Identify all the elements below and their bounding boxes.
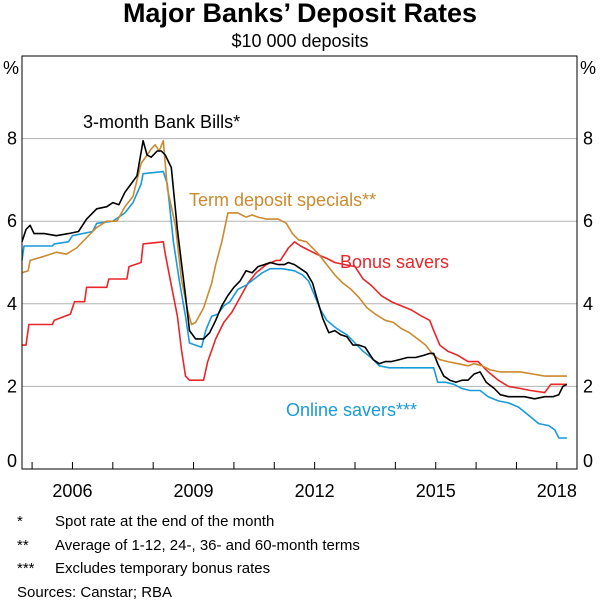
gridlines	[22, 139, 577, 387]
label-bonus-savers: Bonus savers	[340, 252, 449, 272]
footnote-text: Spot rate at the end of the month	[55, 510, 274, 534]
footnote-3: *** Excludes temporary bonus rates	[17, 557, 360, 581]
label-bank-bills: 3-month Bank Bills*	[83, 112, 240, 132]
label-online-savers: Online savers***	[286, 400, 417, 420]
y-axis-unit-left: %	[3, 58, 19, 78]
y-tick-label-right: 4	[583, 294, 593, 314]
y-tick-label-left: 6	[7, 211, 17, 231]
x-tick-label: 2018	[537, 481, 577, 501]
chart-title: Major Banks’ Deposit Rates	[123, 0, 477, 28]
footnote-text: Excludes temporary bonus rates	[55, 557, 270, 581]
sources: Sources: Canstar; RBA	[17, 581, 360, 604]
y-axis-unit-right: %	[580, 58, 596, 78]
x-tick-label: 2006	[52, 481, 92, 501]
x-tick-label: 2015	[416, 481, 456, 501]
footnote-2: ** Average of 1-12, 24-, 36- and 60-mont…	[17, 534, 360, 558]
footnotes: * Spot rate at the end of the month ** A…	[17, 510, 360, 604]
x-tick-label: 2012	[295, 481, 335, 501]
y-tick-label-right: 2	[583, 376, 593, 396]
x-tick-label: 2009	[174, 481, 214, 501]
footnote-mark: *	[17, 510, 55, 534]
x-ticks	[32, 462, 557, 469]
y-tick-label-left: 0	[7, 451, 17, 471]
series-lines	[22, 141, 567, 438]
y-tick-label-left: 2	[7, 376, 17, 396]
y-tick-label-left: 4	[7, 294, 17, 314]
x-tick-labels: 2006 2009 2012 2015 2018	[52, 481, 576, 501]
series-line-0	[22, 141, 567, 399]
y-tick-label-right: 0	[583, 451, 593, 471]
footnote-1: * Spot rate at the end of the month	[17, 510, 360, 534]
label-term-deposit: Term deposit specials**	[189, 190, 376, 210]
series-line-1	[22, 141, 567, 376]
y-tick-label-right: 6	[583, 211, 593, 231]
y-tick-label-right: 8	[583, 129, 593, 149]
y-tick-label-left: 8	[7, 129, 17, 149]
sources-text: Sources: Canstar; RBA	[17, 581, 172, 604]
footnote-mark: ***	[17, 557, 55, 581]
series-line-3	[22, 172, 567, 438]
footnote-text: Average of 1-12, 24-, 36- and 60-month t…	[55, 534, 360, 558]
chart: Major Banks’ Deposit Rates $10 000 depos…	[0, 0, 600, 510]
chart-subtitle: $10 000 deposits	[231, 31, 368, 51]
footnote-mark: **	[17, 534, 55, 558]
